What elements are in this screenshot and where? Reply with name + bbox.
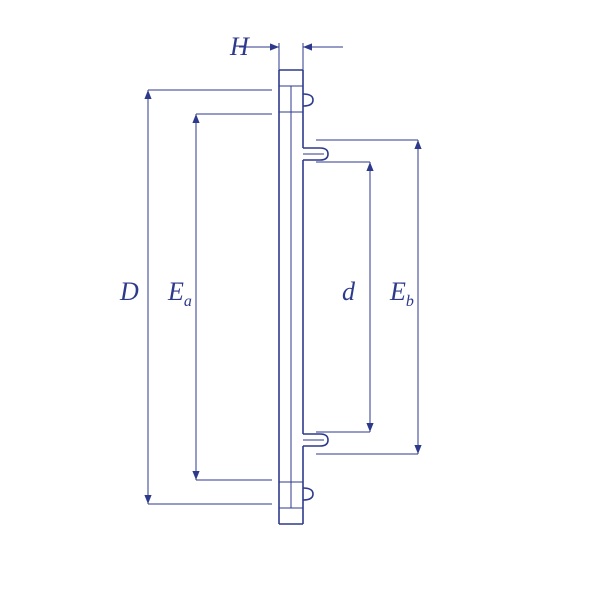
label-Ea: Ea	[167, 277, 192, 310]
label-d: d	[342, 277, 356, 306]
label-Eb: Eb	[389, 277, 414, 310]
bearing-cross-section-diagram: H D Ea d Eb	[0, 0, 600, 600]
label-D: D	[119, 277, 139, 306]
label-H: H	[229, 32, 250, 61]
